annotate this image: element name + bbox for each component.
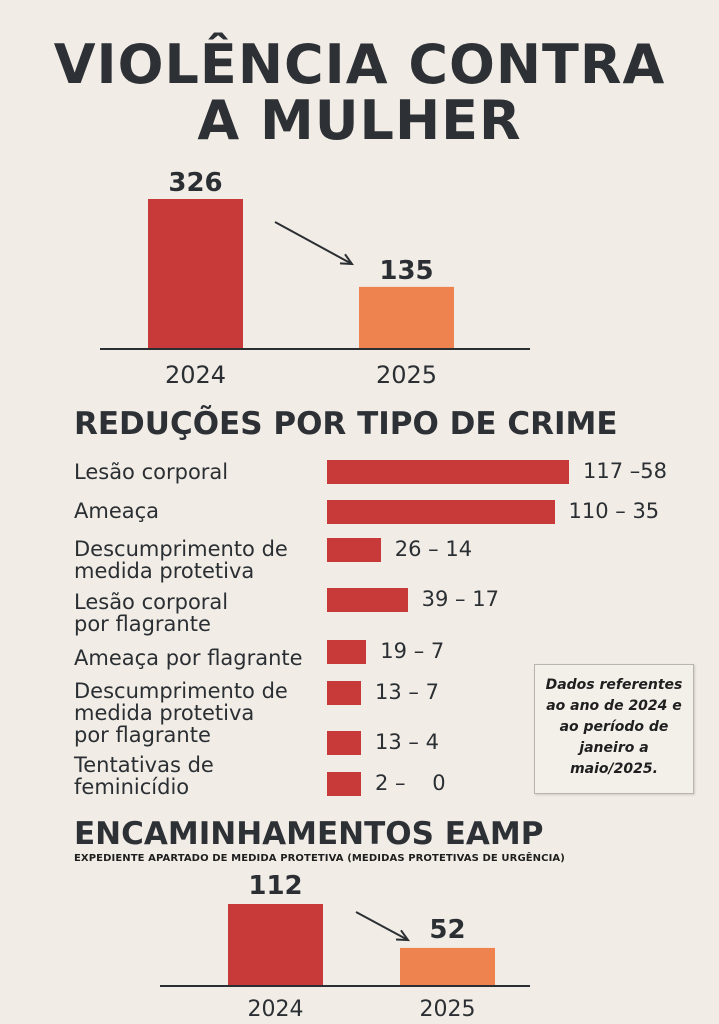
total-bar-2024 bbox=[148, 199, 243, 349]
eamp-bar-2024 bbox=[228, 904, 323, 986]
crime-reduction-bar bbox=[327, 500, 555, 524]
crime-category-label: Lesão corporal por flagrante bbox=[74, 590, 229, 636]
total-arrow-head bbox=[339, 253, 355, 266]
eamp-heading: ENCAMINHAMENTOS EAMP bbox=[74, 816, 544, 852]
eamp-category-label: 2025 bbox=[420, 997, 476, 1022]
crime-category-label: Descumprimento de medida protetiva bbox=[74, 537, 288, 583]
crime-reduction-value-label: 26 – 14 bbox=[394, 537, 473, 561]
eamp-trend-arrow bbox=[355, 911, 409, 941]
crime-reduction-value-label: 39 – 17 bbox=[421, 587, 499, 611]
crime-reductions-chart: Lesão corporal Ameaça Descumprimento de me… bbox=[0, 450, 719, 810]
crime-reduction-bar bbox=[327, 772, 361, 796]
crime-category-label: Tentativas de feminicídio bbox=[74, 753, 214, 799]
crime-category-label: Ameaça por flagrante bbox=[74, 646, 303, 670]
crime-reduction-bar bbox=[327, 681, 361, 705]
crime-reduction-value-label: 2 – 0 bbox=[375, 771, 446, 795]
eamp-bar-2025 bbox=[400, 947, 495, 986]
crime-category-label: Ameaça bbox=[74, 499, 160, 523]
infographic-title-line1: VIOLÊNCIA CONTRA bbox=[53, 33, 666, 96]
eamp-category-label: 2024 bbox=[248, 997, 304, 1022]
eamp-subheading: EXPEDIENTE APARTADO DE MEDIDA PROTETIVA … bbox=[74, 853, 565, 864]
total-category-label: 2025 bbox=[376, 361, 437, 389]
crime-category-label: Descumprimento de medida protetiva por f… bbox=[74, 679, 288, 747]
crime-reduction-bar bbox=[327, 460, 569, 484]
eamp-arrow-head bbox=[395, 929, 411, 942]
total-value-label: 326 bbox=[168, 168, 222, 198]
crime-reduction-value-label: 19 – 7 bbox=[380, 639, 445, 663]
crime-reduction-bar bbox=[327, 538, 381, 562]
eamp-chart: 112 2024 52 2025 bbox=[160, 871, 530, 1022]
total-cases-chart: 326 2024 135 2025 bbox=[100, 168, 530, 389]
eamp-value-label: 112 bbox=[248, 871, 302, 901]
total-value-label: 135 bbox=[379, 256, 433, 286]
crime-reduction-bar bbox=[327, 640, 367, 664]
total-trend-arrow bbox=[274, 221, 353, 265]
crime-reduction-bar bbox=[327, 731, 361, 755]
infographic-title-line2: A MULHER bbox=[197, 89, 522, 152]
crime-reduction-value-label: 117 –58 bbox=[583, 459, 667, 483]
crime-reduction-value-label: 110 – 35 bbox=[568, 499, 660, 523]
crime-reduction-bar bbox=[327, 588, 408, 612]
total-bar-2025 bbox=[359, 286, 454, 349]
crime-reduction-value-label: 13 – 7 bbox=[375, 680, 439, 704]
crime-reduction-value-label: 13 – 4 bbox=[375, 730, 439, 754]
crime-category-label: Lesão corporal bbox=[74, 460, 229, 484]
eamp-value-label: 52 bbox=[429, 915, 465, 945]
crime-reductions-heading: REDUÇÕES POR TIPO DE CRIME bbox=[74, 406, 618, 442]
data-source-note: Dados referentes ao ano de 2024 e ao per… bbox=[534, 664, 694, 794]
total-category-label: 2024 bbox=[165, 361, 226, 389]
